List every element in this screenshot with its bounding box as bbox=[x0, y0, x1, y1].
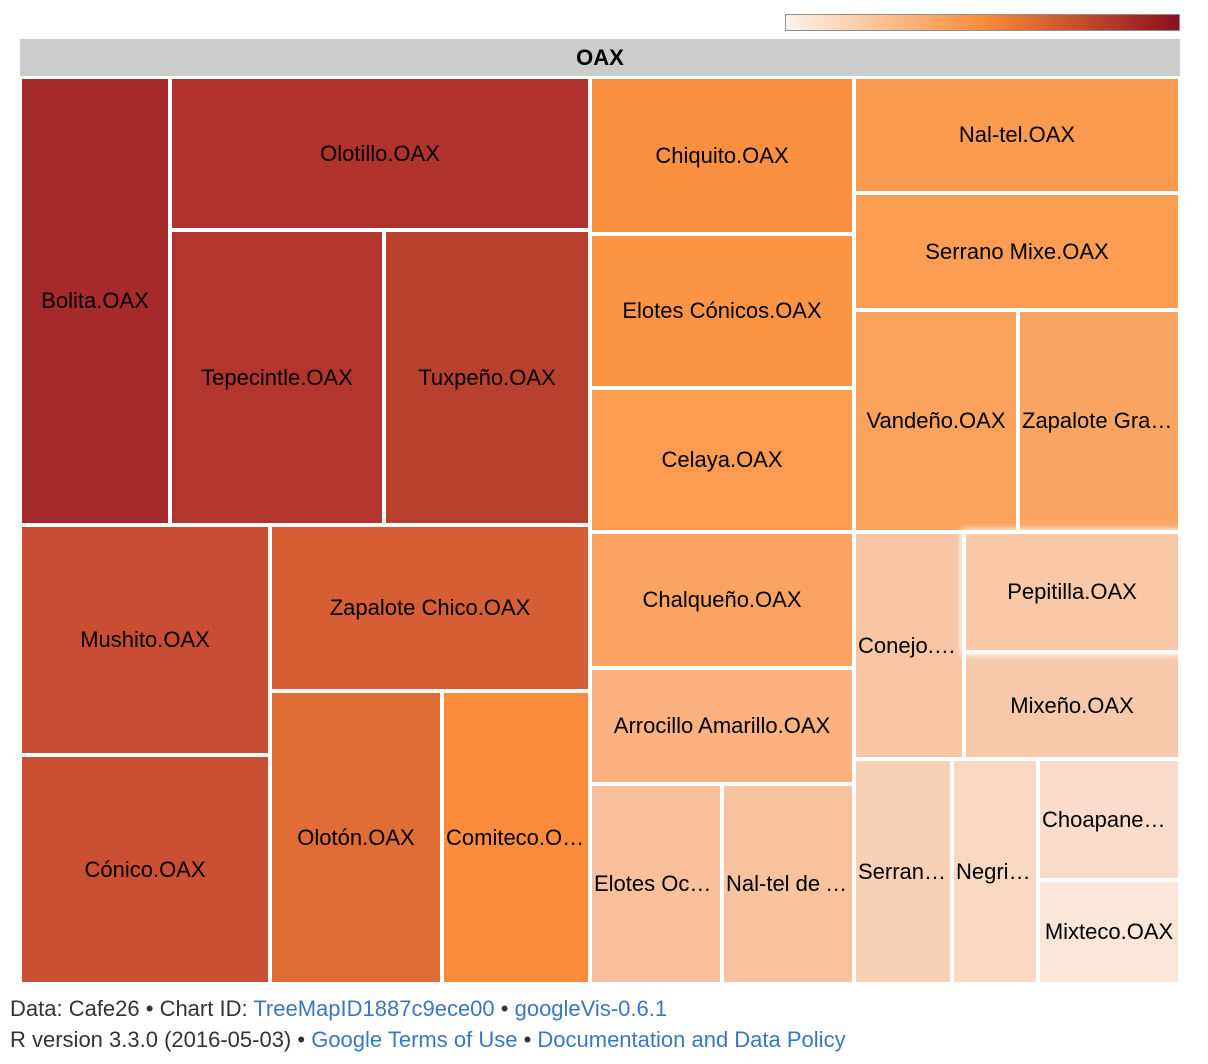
treemap-cell[interactable]: Cónico.OAX bbox=[20, 755, 270, 984]
treemap-cell[interactable]: Tuxpeño.OAX bbox=[384, 230, 590, 525]
treemap-root-label: OAX bbox=[576, 44, 624, 70]
treemap-area: Bolita.OAX Olotillo.OAX Tepecintle.OAX Tuxp… bbox=[20, 77, 1180, 984]
treemap-cell-label: Pepitilla.OAX bbox=[1007, 579, 1137, 604]
treemap-cell-label: Mixteco.OAX bbox=[1044, 919, 1174, 944]
treemap-cell[interactable]: Elotes Occidentales.OAX bbox=[590, 784, 722, 984]
treemap-cell-label: Mushito.OAX bbox=[80, 627, 210, 652]
treemap-cell-label: Tuxpeño.OAX bbox=[418, 364, 556, 390]
footer-line-1: Data: Cafe26 • Chart ID: TreeMapID1887c9… bbox=[10, 993, 846, 1024]
treemap-cell-label: Elotes Occidentales.OAX bbox=[594, 871, 720, 896]
treemap-cell-label: Nal-tel de Altura.OAX bbox=[726, 871, 852, 896]
treemap-cell[interactable]: Chalqueño.OAX bbox=[590, 532, 854, 668]
treemap-cell-label: Olotón.OAX bbox=[297, 824, 415, 850]
treemap-cell[interactable]: Nal-tel de Altura.OAX bbox=[722, 784, 854, 984]
treemap-cell-label: Serrano.OAX bbox=[858, 858, 950, 884]
treemap-cell[interactable]: Olotillo.OAX bbox=[170, 77, 590, 230]
treemap-cell[interactable]: Elotes Cónicos.OAX bbox=[590, 234, 854, 388]
treemap-cell-label: Choapaneco.OAX bbox=[1042, 806, 1178, 832]
treemap-cell[interactable]: Bolita.OAX bbox=[20, 77, 170, 525]
treemap-cell[interactable]: Mixeño.OAX bbox=[964, 652, 1180, 759]
footer-separator: • bbox=[517, 1027, 538, 1052]
color-scale-legend bbox=[785, 14, 1180, 31]
treemap-cell[interactable]: Choapaneco.OAX bbox=[1038, 759, 1180, 880]
data-policy-link[interactable]: Documentation and Data Policy bbox=[537, 1027, 846, 1052]
treemap-cell[interactable]: Mushito.OAX bbox=[20, 525, 270, 755]
chart-footer: Data: Cafe26 • Chart ID: TreeMapID1887c9… bbox=[10, 993, 846, 1055]
treemap-cell-label: Zapalote Grande.OAX bbox=[1022, 408, 1178, 433]
treemap-cell-label: Tepecintle.OAX bbox=[201, 364, 353, 390]
treemap-cell-label: Celaya.OAX bbox=[661, 447, 783, 472]
footer-r-version: R version 3.3.0 (2016-05-03) • bbox=[10, 1027, 312, 1052]
treemap-cell-label: Olotillo.OAX bbox=[320, 140, 440, 166]
treemap-cell-label: Negrito.OAX bbox=[956, 858, 1036, 884]
treemap-cell-label: Serrano Mixe.OAX bbox=[925, 238, 1109, 264]
treemap-cell[interactable]: Negrito.OAX bbox=[952, 759, 1038, 984]
treemap-header[interactable]: OAX bbox=[20, 39, 1180, 76]
treemap-cell[interactable]: Serrano Mixe.OAX bbox=[854, 193, 1180, 310]
chart-id-link[interactable]: TreeMapID1887c9ece00 bbox=[253, 996, 495, 1021]
treemap-cell-label: Conejo.OAX bbox=[858, 632, 962, 658]
treemap-cell[interactable]: Arrocillo Amarillo.OAX bbox=[590, 668, 854, 784]
treemap-cell[interactable]: Conejo.OAX bbox=[854, 532, 964, 759]
treemap-cell[interactable]: Zapalote Grande.OAX bbox=[1018, 310, 1180, 532]
treemap-cell[interactable]: Nal-tel.OAX bbox=[854, 77, 1180, 193]
treemap-cell-label: Chiquito.OAX bbox=[655, 142, 789, 168]
treemap-cell-label: Chalqueño.OAX bbox=[642, 587, 802, 612]
treemap-cell-label: Comiteco.OAX bbox=[446, 824, 588, 850]
treemap-cell-label: Arrocillo Amarillo.OAX bbox=[613, 713, 831, 738]
treemap-cell-label: Bolita.OAX bbox=[41, 288, 149, 313]
treemap-cell[interactable]: Pepitilla.OAX bbox=[964, 532, 1180, 652]
googlevis-version-link[interactable]: googleVis-0.6.1 bbox=[514, 996, 668, 1021]
treemap-cell[interactable]: Mixteco.OAX bbox=[1038, 880, 1180, 984]
treemap-cell[interactable]: Celaya.OAX bbox=[590, 388, 854, 532]
treemap-cell[interactable]: Vandeño.OAX bbox=[854, 310, 1018, 532]
treemap-cell[interactable]: Zapalote Chico.OAX bbox=[270, 525, 590, 691]
treemap-cell[interactable]: Olotón.OAX bbox=[270, 691, 442, 984]
treemap-cell-label: Cónico.OAX bbox=[84, 856, 206, 882]
treemap-cell[interactable]: Tepecintle.OAX bbox=[170, 230, 384, 525]
treemap-cell-label: Zapalote Chico.OAX bbox=[329, 595, 531, 620]
treemap-cell[interactable]: Comiteco.OAX bbox=[442, 691, 590, 984]
treemap-cell-label: Vandeño.OAX bbox=[866, 408, 1006, 433]
treemap-cell[interactable]: Serrano.OAX bbox=[854, 759, 952, 984]
treemap-cell-label: Nal-tel.OAX bbox=[958, 122, 1076, 147]
footer-separator: • bbox=[494, 996, 515, 1021]
treemap-cell-label: Mixeño.OAX bbox=[1010, 692, 1134, 718]
footer-data-source: Data: Cafe26 • Chart ID: bbox=[10, 996, 254, 1021]
treemap-cell-label: Elotes Cónicos.OAX bbox=[622, 298, 822, 323]
terms-of-use-link[interactable]: Google Terms of Use bbox=[311, 1027, 518, 1052]
footer-line-2: R version 3.3.0 (2016-05-03) • Google Te… bbox=[10, 1024, 846, 1055]
treemap-cell[interactable]: Chiquito.OAX bbox=[590, 77, 854, 234]
